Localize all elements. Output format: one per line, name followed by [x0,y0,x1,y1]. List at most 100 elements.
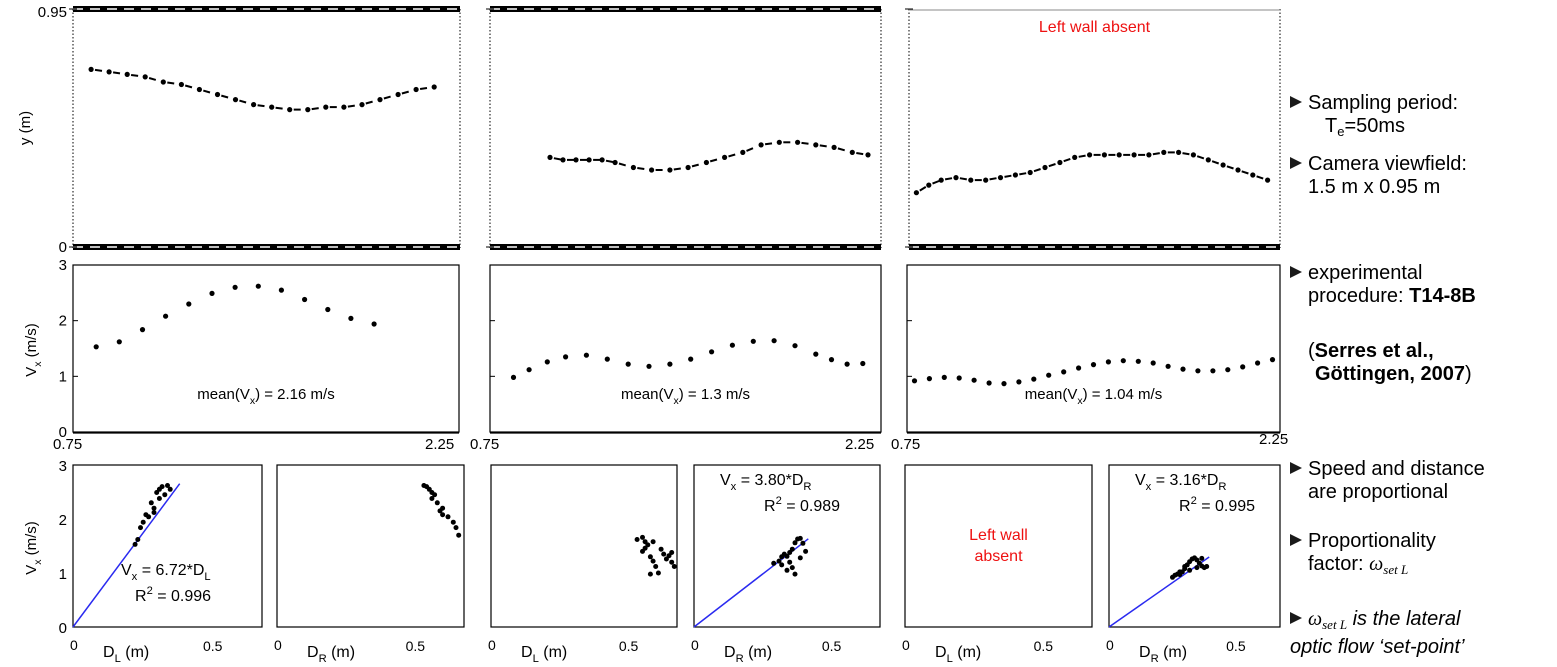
scatter-xtick-0-3: 0 [488,637,496,653]
bullet-arrow-icon [1290,266,1302,278]
traj1-point-13 [323,104,329,110]
bullet-camera-viewfield: Camera viewfield: 1.5 m x 0.95 m [1290,153,1467,199]
scatter3-point-11 [661,551,667,557]
traj1-point-1 [106,69,112,75]
traj1-point-5 [178,81,184,88]
bullet-text-2: optic flow ‘set-point’ [1290,636,1465,658]
scatter-xtick-0.5-4: 0.5 [822,638,842,654]
traj3-point-17 [1161,149,1167,155]
scatter4-point-10 [800,540,806,546]
speed3-point-24 [1269,357,1276,363]
traj3-point-10 [1057,159,1063,166]
bullet-text-2: procedure: T14-8B [1308,285,1476,307]
speed1-point-7 [255,283,261,289]
speed-frame-2 [489,264,882,433]
speed2-point-12 [750,338,756,344]
scatter1-point-0 [132,541,138,547]
speed2-point-6 [625,361,631,367]
speed-xtick-label-0.75-1: 0.75 [53,436,82,453]
speed3-point-9 [1046,372,1052,378]
speed2-point-14 [792,343,798,349]
speed3-point-3 [956,375,962,381]
traj1-point-10 [269,104,275,110]
traj2-heading-8 [673,167,681,171]
scatter2-point-10 [453,525,459,531]
scatter-xtick-0-5: 0 [902,637,910,653]
traj3-heading-6 [1004,174,1012,178]
traj-ytick-label-top: 0.95 [38,4,67,21]
scatter3-point-15 [671,564,677,569]
traj3-point-22 [1235,167,1241,173]
traj3-heading-9 [1048,163,1056,168]
scatter2-point-4 [429,496,435,501]
bullet-text: Proportionality [1308,530,1436,552]
traj2-point-0 [547,154,553,160]
scatter4-point-4 [784,553,790,559]
traj3-heading-21 [1226,165,1234,170]
bullet-text-2: factor: ωset L [1308,553,1409,577]
traj1-heading-3 [148,77,157,81]
traj3-point-9 [1042,164,1048,171]
traj1-point-14 [341,104,347,110]
speed2-point-5 [604,356,610,362]
traj3-point-3 [953,175,959,181]
scatter-xlabel-5: DL​ (m) [935,644,981,665]
speed1-point-3 [163,313,169,319]
bullet-text: Speed and distance [1308,458,1485,480]
bullet-proportional: Speed and distance are proportional [1290,458,1485,504]
scatter-xtick-0-1: 0 [70,637,78,653]
speed2-point-2 [544,359,550,365]
traj-ylabel: y (m) [17,111,34,145]
scatter4-point-0 [771,560,777,566]
scatter1-point-14 [156,486,162,492]
speed2-point-7 [646,363,652,369]
fit-line-6 [1108,556,1210,628]
speed1-point-2 [139,327,146,333]
traj2-heading-9 [691,163,699,168]
speed3-point-0 [911,378,918,384]
traj3-heading-20 [1211,160,1220,165]
speed-xtick-label-2.25-1: 2.25 [425,436,454,453]
traj1-point-11 [287,107,293,113]
traj2-point-4 [599,157,605,163]
traj3-heading-0 [919,186,927,192]
speed3-point-4 [971,377,977,383]
traj3-heading-22 [1241,170,1249,175]
speed-ytick-label-3: 3 [59,257,67,274]
traj2-point-19 [865,152,871,158]
speed2-point-11 [729,342,736,348]
scatter-xtick-0-4: 0 [691,637,699,653]
bullet-arrow-icon [1290,96,1302,108]
bullet-arrow-icon [1290,157,1302,169]
scatter1-point-15 [151,510,157,515]
traj3-heading-11 [1078,154,1086,158]
traj2-heading-12 [746,147,754,152]
traj1-point-19 [431,84,437,90]
scatter-xlabel-2: DR​ (m) [307,644,355,665]
right-wall-3 [909,244,1280,250]
scatter3-point-16 [669,550,675,555]
scatter4-point-17 [779,562,785,568]
speed3-point-7 [1016,379,1022,385]
speed3-point-15 [1135,358,1141,364]
scatter2-point-13 [437,508,443,514]
bullet-arrow-icon [1290,534,1302,546]
speed2-point-15 [813,351,819,357]
bullet-experimental-procedure: experimental procedure: T14-8B [1290,262,1476,308]
scatter-frame-1 [72,464,263,628]
bullet-arrow-icon [1290,612,1302,624]
speed1-point-9 [302,296,308,303]
traj3-heading-5 [989,177,997,181]
fit-equation-1: Vx​ = 6.72*DL​ [121,562,211,583]
bullet-text: Sampling period: [1308,92,1459,114]
scatter-frame-6 [1108,464,1281,628]
speed-frame-1 [72,264,460,433]
scatter4-point-9 [797,535,803,541]
bullet-sampling-period: Sampling period: Te=50ms [1290,92,1458,143]
fit-r2-1: R2​ = 0.996 [135,585,211,605]
scatter-xlabel-6: DR​ (m) [1139,644,1187,665]
traj1-heading-7 [221,94,229,99]
speed2-point-13 [771,338,777,344]
speed3-point-2 [941,374,947,380]
